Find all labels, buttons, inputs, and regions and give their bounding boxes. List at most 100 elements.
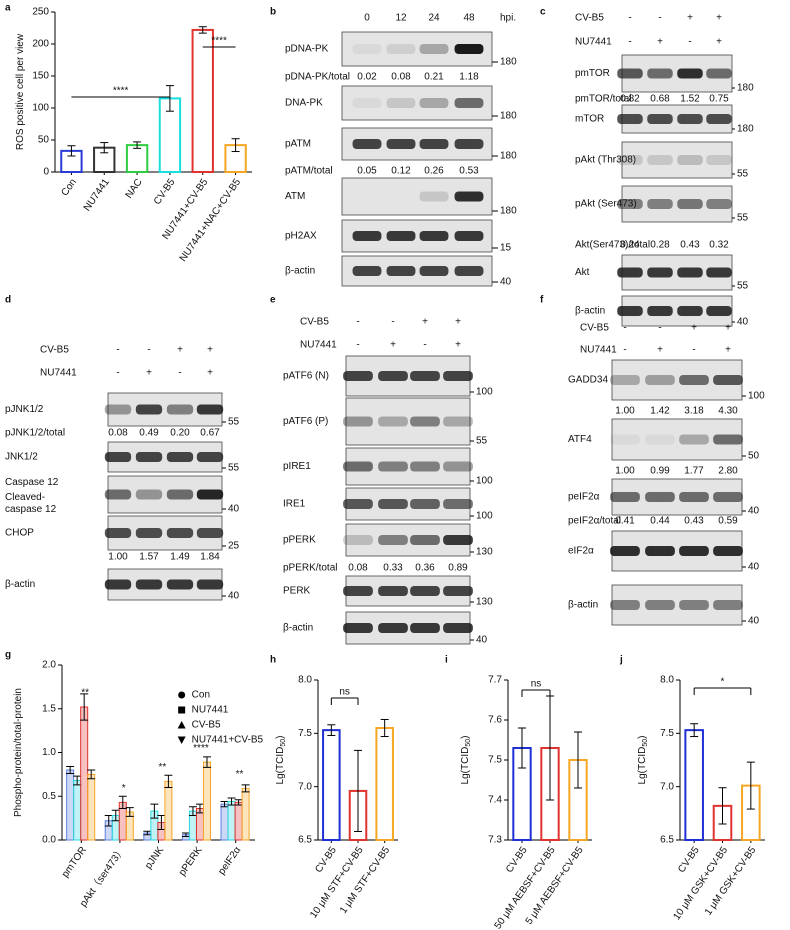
band <box>196 528 224 538</box>
band <box>343 623 373 633</box>
error-bar <box>67 145 76 157</box>
ratio-value: 0.36 <box>415 563 435 574</box>
treatment-sign: - <box>178 368 181 379</box>
y-tick-label: 7.4 <box>488 795 502 806</box>
y-axis-label-close: ) <box>460 736 471 739</box>
band <box>443 586 473 596</box>
mw-label: 180 <box>500 206 517 217</box>
band <box>610 375 640 385</box>
significance: ** <box>236 769 244 780</box>
row-label: pAkt (Ser473) <box>575 199 637 210</box>
blot-strip <box>343 447 473 486</box>
mw-label: 55 <box>228 417 240 428</box>
ratio-value: 0.67 <box>200 428 220 439</box>
legend-marker <box>177 721 186 729</box>
mw-label: 40 <box>500 277 512 288</box>
blot-strip <box>343 575 473 607</box>
ratio-value: 0.82 <box>620 94 640 105</box>
ratio-value: 0.44 <box>650 516 670 527</box>
treatment-label: CV-B5 <box>300 317 329 328</box>
band <box>647 199 673 209</box>
y-axis-label: ROS positive cell per view <box>15 33 26 150</box>
band <box>104 404 132 415</box>
panel-label: g <box>5 650 11 661</box>
band <box>410 461 440 472</box>
bar <box>202 761 212 841</box>
bar <box>241 787 250 841</box>
row-label: PERK <box>283 586 311 597</box>
row-label: ATF4 <box>568 434 592 445</box>
band <box>352 266 382 276</box>
y-axis-label-text: ROS positive cell per view <box>15 33 26 150</box>
y-axis-label: Lg(TCID50) <box>275 736 287 785</box>
treatment-sign: + <box>207 368 213 379</box>
x-tick-label: 1 μM GSK+CV-B5 <box>703 845 759 918</box>
mw-label: 55 <box>737 169 749 180</box>
bar <box>322 729 341 842</box>
error-bar <box>181 832 190 837</box>
error-bar <box>574 731 582 789</box>
band <box>343 416 373 427</box>
band <box>706 68 732 79</box>
row-label: IRE1 <box>283 499 306 510</box>
band <box>677 267 703 278</box>
x-tick-label: NU7441+NAC+CV-B5 <box>178 177 244 264</box>
column-label: 48 <box>463 13 475 24</box>
band <box>166 528 194 538</box>
column-label: 12 <box>395 13 407 24</box>
treatment-sign: + <box>657 345 663 356</box>
band <box>166 579 194 590</box>
band <box>419 191 449 202</box>
legend-marker <box>178 706 186 714</box>
band <box>443 416 473 427</box>
row-label: DNA-PK <box>285 98 323 109</box>
band <box>679 600 709 610</box>
treatment-label: NU7441 <box>300 340 337 351</box>
band <box>647 114 673 124</box>
band <box>378 416 408 427</box>
ratio-value: 0.26 <box>424 166 444 177</box>
treatment-sign: + <box>691 323 697 334</box>
blot-strip <box>341 177 493 216</box>
treatment-label: NU7441 <box>580 345 617 356</box>
ratio-value: 0.59 <box>718 516 738 527</box>
mw-label: 50 <box>748 451 760 462</box>
y-axis-label-text: Lg(TCID <box>460 747 471 785</box>
blot-strip <box>104 515 224 551</box>
band <box>343 499 373 509</box>
y-axis-label-sub: 50 <box>280 739 287 747</box>
treatment-sign: - <box>391 317 394 328</box>
x-tick-label: pPERK <box>177 845 205 878</box>
error-bar <box>220 801 229 808</box>
bar <box>164 780 173 841</box>
band <box>647 267 673 278</box>
y-tick-label: 0 <box>43 167 49 178</box>
band <box>135 528 163 538</box>
ratio-value: 4.30 <box>718 406 738 417</box>
y-tick-label: 6.5 <box>298 835 312 846</box>
band <box>135 579 163 590</box>
treatment-sign: + <box>716 37 722 48</box>
error-bar <box>164 774 173 788</box>
blot-strip <box>341 31 493 67</box>
band <box>135 404 163 415</box>
band <box>454 98 484 108</box>
band <box>443 371 473 381</box>
band <box>410 416 440 427</box>
band <box>713 375 743 385</box>
band <box>617 199 643 209</box>
ratio-label: Akt(Ser473)/total <box>575 240 650 251</box>
mw-label: 55 <box>737 213 749 224</box>
blot-strip <box>104 441 224 473</box>
band <box>713 434 743 445</box>
significance: **** <box>193 743 209 754</box>
error-bar <box>195 803 204 814</box>
significance: **** <box>113 86 129 97</box>
row-label: mTOR <box>575 114 604 125</box>
panel-label: e <box>270 295 276 306</box>
band <box>196 452 224 462</box>
mw-label: 55 <box>476 436 488 447</box>
row-label: eIF2α <box>568 546 594 557</box>
treatment-sign: - <box>623 323 626 334</box>
band <box>647 68 673 79</box>
